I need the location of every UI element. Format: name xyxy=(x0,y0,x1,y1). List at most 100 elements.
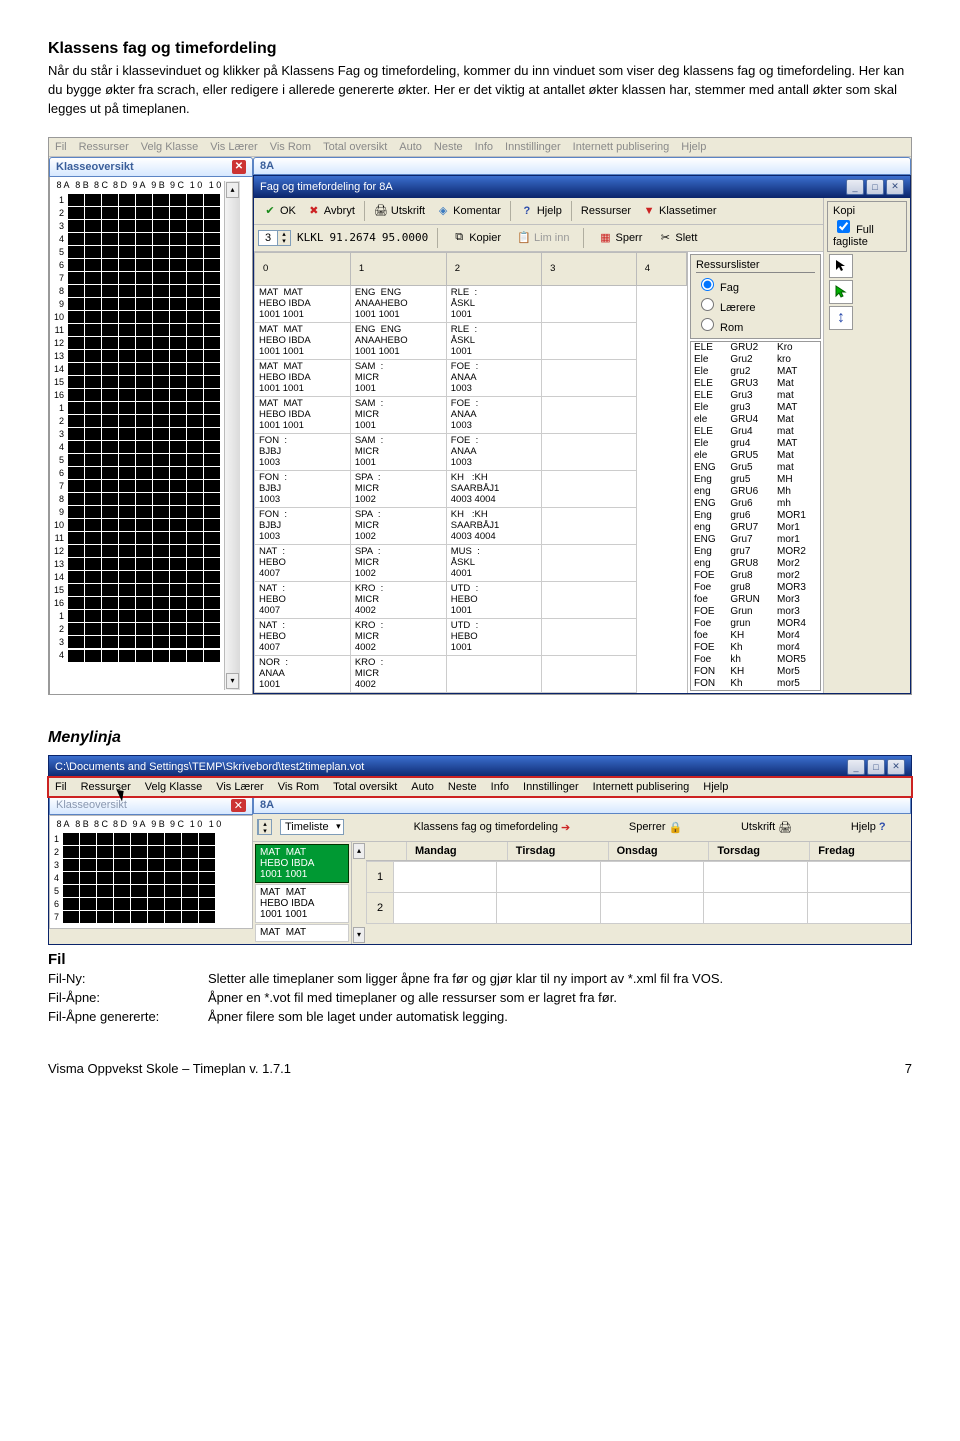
grid-cell[interactable]: MAT MAT HEBO IBDA 1001 1001 xyxy=(255,322,351,359)
resource-row[interactable]: FOEKhmor4 xyxy=(691,642,820,654)
klassetimer-button[interactable]: ▼Klassetimer xyxy=(637,201,721,221)
menu-item[interactable]: Velg Klasse xyxy=(145,781,202,793)
resize-tool[interactable]: ↕ xyxy=(829,306,853,330)
timetable-cell[interactable] xyxy=(600,861,703,892)
resource-row[interactable]: Foegru8MOR3 xyxy=(691,582,820,594)
resource-row[interactable]: Elegru2MAT xyxy=(691,366,820,378)
minimize-icon[interactable]: _ xyxy=(846,179,864,195)
grid-cell[interactable]: ENG ENG ANAAHEBO 1001 1001 xyxy=(350,285,446,322)
resource-row[interactable]: FOEGru8mor2 xyxy=(691,570,820,582)
menu-item[interactable]: Vis Rom xyxy=(270,141,311,153)
menu-item[interactable]: Info xyxy=(491,781,509,793)
menu-item[interactable]: Neste xyxy=(448,781,477,793)
resource-row[interactable]: Enggru5MH xyxy=(691,474,820,486)
timetable-cell[interactable] xyxy=(807,861,910,892)
grid-cell[interactable]: NOR : ANAA 1001 xyxy=(255,655,351,692)
grid-cell[interactable] xyxy=(542,507,637,544)
slett-button[interactable]: ✂Slett xyxy=(653,228,702,248)
menu-item[interactable]: Fil xyxy=(55,141,67,153)
timetable-cell[interactable] xyxy=(394,861,497,892)
grid-cell[interactable] xyxy=(542,285,637,322)
resource-row[interactable]: Elegru3MAT xyxy=(691,402,820,414)
menu-item[interactable]: Innstillinger xyxy=(523,781,579,793)
timetable-cell[interactable] xyxy=(497,861,600,892)
grid-cell[interactable] xyxy=(542,618,637,655)
menu-item[interactable]: Neste xyxy=(434,141,463,153)
grid-cell[interactable]: FON : BJBJ 1003 xyxy=(255,433,351,470)
menu-item[interactable]: Hjelp xyxy=(681,141,706,153)
grid-cell[interactable]: ENG ENG ANAAHEBO 1001 1001 xyxy=(350,322,446,359)
grid-cell[interactable]: SAM : MICR 1001 xyxy=(350,396,446,433)
grid-cell[interactable]: KH :KH SAARBÅJ1 4003 4004 xyxy=(446,470,541,507)
klassens-fag-button[interactable]: Klassens fag og timefordeling ➔ xyxy=(409,818,576,837)
ok-button[interactable]: ✔OK xyxy=(258,201,301,221)
resource-row[interactable]: FOEGrunmor3 xyxy=(691,606,820,618)
highlighted-menubar[interactable]: Fil Ressurser Velg Klasse Vis Lærer Vis Rom T… xyxy=(49,778,911,796)
sperr-button[interactable]: ▦Sperr xyxy=(593,228,647,248)
menu-item[interactable]: Velg Klasse xyxy=(141,141,198,153)
grid-cell[interactable] xyxy=(542,359,637,396)
resource-row[interactable]: eleGRU5Mat xyxy=(691,450,820,462)
menu-item[interactable]: Fil xyxy=(55,781,67,793)
menu-item[interactable]: Vis Lærer xyxy=(210,141,257,153)
radio-option[interactable]: Lærere xyxy=(696,295,815,315)
resource-row[interactable]: engGRU8Mor2 xyxy=(691,558,820,570)
resource-row[interactable]: engGRU7Mor1 xyxy=(691,522,820,534)
resource-row[interactable]: ENGGru5mat xyxy=(691,462,820,474)
maximize-icon[interactable]: □ xyxy=(866,179,884,195)
sperrer-button[interactable]: Sperrer 🔒 xyxy=(624,818,687,837)
resource-row[interactable]: Enggru7MOR2 xyxy=(691,546,820,558)
grid-cell[interactable] xyxy=(542,322,637,359)
grid-cell[interactable]: MAT MAT HEBO IBDA 1001 1001 xyxy=(255,285,351,322)
grid-cell[interactable]: KRO : MICR 4002 xyxy=(350,581,446,618)
resource-row[interactable]: FoegrunMOR4 xyxy=(691,618,820,630)
resource-row[interactable]: engGRU6Mh xyxy=(691,486,820,498)
full-fagliste-checkbox[interactable]: Full fagliste xyxy=(833,217,901,248)
menu-item[interactable]: Total oversikt xyxy=(333,781,397,793)
cursor-tool[interactable] xyxy=(829,254,853,278)
resource-row[interactable]: FONKHMor5 xyxy=(691,666,820,678)
komentar-button[interactable]: ◈Komentar xyxy=(431,201,506,221)
grid-cell[interactable]: FON : BJBJ 1003 xyxy=(255,470,351,507)
tab-8a[interactable]: 8A xyxy=(253,157,911,175)
avbryt-button[interactable]: ✖Avbryt xyxy=(302,201,360,221)
tab-klasseoversikt[interactable]: Klasseoversikt ✕ xyxy=(49,157,253,177)
scrollbar-vertical[interactable]: ▴ ▾ xyxy=(224,181,240,690)
grid-cell[interactable]: UTD : HEBO 1001 xyxy=(446,618,541,655)
grid-cell[interactable]: SPA : MICR 1002 xyxy=(350,544,446,581)
grid-cell[interactable]: KRO : MICR 4002 xyxy=(350,655,446,692)
utskrift-button[interactable]: Utskrift 🖨 xyxy=(736,818,797,837)
grid-cell[interactable]: MAT MAT HEBO IBDA 1001 1001 xyxy=(255,396,351,433)
grid-cell[interactable]: SAM : MICR 1001 xyxy=(350,433,446,470)
menu-item[interactable]: Internett publisering xyxy=(573,141,670,153)
radio-option[interactable]: Rom xyxy=(696,315,815,335)
scroll-up-icon[interactable]: ▴ xyxy=(226,182,239,198)
grid-cell[interactable] xyxy=(542,433,637,470)
grid-cell[interactable] xyxy=(446,655,541,692)
menu-item[interactable]: Vis Rom xyxy=(278,781,319,793)
scroll-down-icon[interactable]: ▾ xyxy=(226,673,239,689)
grid-cell[interactable]: MUS : ÅSKL 4001 xyxy=(446,544,541,581)
resource-row[interactable]: ENGGru6mh xyxy=(691,498,820,510)
menu-item[interactable]: Vis Lærer xyxy=(216,781,263,793)
resource-row[interactable]: foeKHMor4 xyxy=(691,630,820,642)
close-window-icon[interactable]: ✕ xyxy=(887,759,905,775)
grid-cell[interactable]: SAM : MICR 1001 xyxy=(350,359,446,396)
timetable-cell[interactable] xyxy=(807,892,910,923)
green-lesson[interactable]: MAT MAT HEBO IBDA 1001 1001 xyxy=(255,844,349,883)
grid-cell[interactable]: NAT : HEBO 4007 xyxy=(255,544,351,581)
resource-row[interactable]: ELEGRU2Kro xyxy=(691,342,820,354)
minimize-icon[interactable]: _ xyxy=(847,759,865,775)
menu-item[interactable]: Ressurser xyxy=(81,781,131,793)
resource-row[interactable]: foeGRUNMor3 xyxy=(691,594,820,606)
grid-cell[interactable]: MAT MAT HEBO IBDA 1001 1001 xyxy=(255,359,351,396)
arrows-toggle[interactable]: ▴▾ xyxy=(257,819,272,835)
timeliste-dropdown[interactable]: Timeliste xyxy=(280,819,344,835)
menu-item[interactable]: Auto xyxy=(399,141,422,153)
resource-row[interactable]: FoekhMOR5 xyxy=(691,654,820,666)
resource-row[interactable]: FONKhmor5 xyxy=(691,678,820,690)
grid-cell[interactable]: NAT : HEBO 4007 xyxy=(255,581,351,618)
menu-item[interactable]: Auto xyxy=(411,781,434,793)
grid-cell[interactable]: FOE : ANAA 1003 xyxy=(446,396,541,433)
spin-down-icon[interactable]: ▾ xyxy=(277,238,290,245)
